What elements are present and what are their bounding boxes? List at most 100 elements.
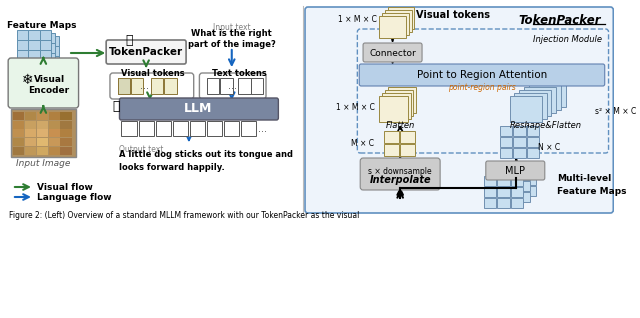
Bar: [36, 112, 48, 120]
Bar: [380, 16, 406, 38]
Bar: [207, 121, 222, 136]
Bar: [49, 138, 60, 146]
Bar: [511, 164, 523, 174]
Bar: [497, 187, 509, 197]
FancyBboxPatch shape: [305, 7, 613, 213]
Bar: [524, 186, 536, 196]
Bar: [36, 36, 47, 46]
Bar: [28, 40, 40, 50]
Bar: [47, 36, 59, 46]
Bar: [500, 148, 513, 158]
Bar: [24, 56, 36, 66]
Bar: [513, 126, 526, 136]
Bar: [524, 87, 556, 113]
Bar: [519, 90, 552, 116]
Bar: [490, 170, 503, 180]
Bar: [484, 187, 496, 197]
Bar: [61, 129, 72, 137]
Text: MLP: MLP: [506, 166, 525, 176]
Bar: [400, 144, 415, 156]
Bar: [385, 10, 412, 32]
Bar: [13, 147, 24, 155]
Bar: [25, 129, 36, 137]
Bar: [156, 121, 171, 136]
Bar: [500, 126, 513, 136]
Bar: [36, 46, 47, 56]
Bar: [517, 170, 529, 180]
Text: A little dog sticks out its tongue and
looks forward happily.: A little dog sticks out its tongue and l…: [120, 150, 294, 172]
Bar: [497, 198, 509, 208]
Bar: [164, 78, 177, 94]
Text: Figure 2: (Left) Overview of a standard MLLM framework with our TokenPacker as t: Figure 2: (Left) Overview of a standard …: [9, 211, 360, 220]
Text: Feature Maps: Feature Maps: [6, 20, 76, 30]
Bar: [118, 78, 130, 94]
Text: M × C: M × C: [351, 140, 374, 149]
FancyBboxPatch shape: [110, 73, 194, 99]
Bar: [151, 78, 163, 94]
Bar: [17, 50, 28, 60]
Bar: [25, 147, 36, 155]
Text: Visual tokens: Visual tokens: [417, 10, 490, 20]
Bar: [47, 56, 59, 66]
Bar: [388, 7, 415, 29]
Bar: [382, 13, 409, 35]
Text: 1 × M × C: 1 × M × C: [335, 102, 374, 112]
Bar: [61, 147, 72, 155]
Bar: [380, 96, 408, 122]
Bar: [28, 50, 40, 60]
Text: Visual
Encoder: Visual Encoder: [29, 75, 70, 95]
Bar: [517, 192, 529, 202]
Bar: [504, 192, 516, 202]
Bar: [47, 46, 59, 56]
Bar: [529, 84, 561, 110]
Bar: [527, 126, 539, 136]
Bar: [400, 131, 415, 143]
Bar: [511, 198, 523, 208]
Text: Point to Region Attention: Point to Region Attention: [417, 70, 547, 80]
Bar: [11, 109, 76, 157]
Text: LLM: LLM: [184, 102, 212, 115]
Bar: [500, 137, 513, 147]
Bar: [504, 170, 516, 180]
Bar: [388, 87, 417, 113]
FancyBboxPatch shape: [106, 40, 186, 64]
Bar: [224, 121, 239, 136]
Bar: [122, 121, 136, 136]
Bar: [13, 121, 24, 128]
Text: TokenPacker: TokenPacker: [109, 47, 183, 57]
Bar: [25, 121, 36, 128]
Bar: [504, 181, 516, 191]
Bar: [533, 81, 566, 107]
Text: TokenPacker: TokenPacker: [518, 13, 601, 26]
Bar: [44, 43, 55, 53]
FancyBboxPatch shape: [120, 98, 278, 120]
Bar: [251, 78, 263, 94]
Text: Visual flow: Visual flow: [36, 183, 93, 191]
Text: ...: ...: [258, 124, 267, 134]
Text: ...: ...: [140, 81, 148, 91]
Text: Visual tokens: Visual tokens: [121, 70, 184, 79]
FancyBboxPatch shape: [486, 161, 545, 180]
Text: point-region pairs: point-region pairs: [448, 84, 516, 93]
FancyBboxPatch shape: [363, 43, 422, 62]
Bar: [36, 121, 48, 128]
Bar: [24, 36, 36, 46]
Bar: [515, 93, 547, 119]
Bar: [524, 175, 536, 185]
Bar: [20, 33, 32, 43]
Bar: [49, 112, 60, 120]
Bar: [13, 129, 24, 137]
Text: s² × M × C: s² × M × C: [595, 107, 636, 116]
FancyBboxPatch shape: [359, 64, 605, 86]
Bar: [524, 164, 536, 174]
Bar: [49, 129, 60, 137]
Text: What is the right
part of the image?: What is the right part of the image?: [188, 29, 276, 49]
Text: 1 × M × C: 1 × M × C: [337, 15, 376, 24]
Bar: [484, 176, 496, 186]
Text: 🔥: 🔥: [125, 34, 132, 47]
Bar: [497, 164, 509, 174]
Bar: [13, 112, 24, 120]
FancyBboxPatch shape: [200, 73, 266, 99]
Bar: [13, 138, 24, 146]
Bar: [40, 50, 51, 60]
